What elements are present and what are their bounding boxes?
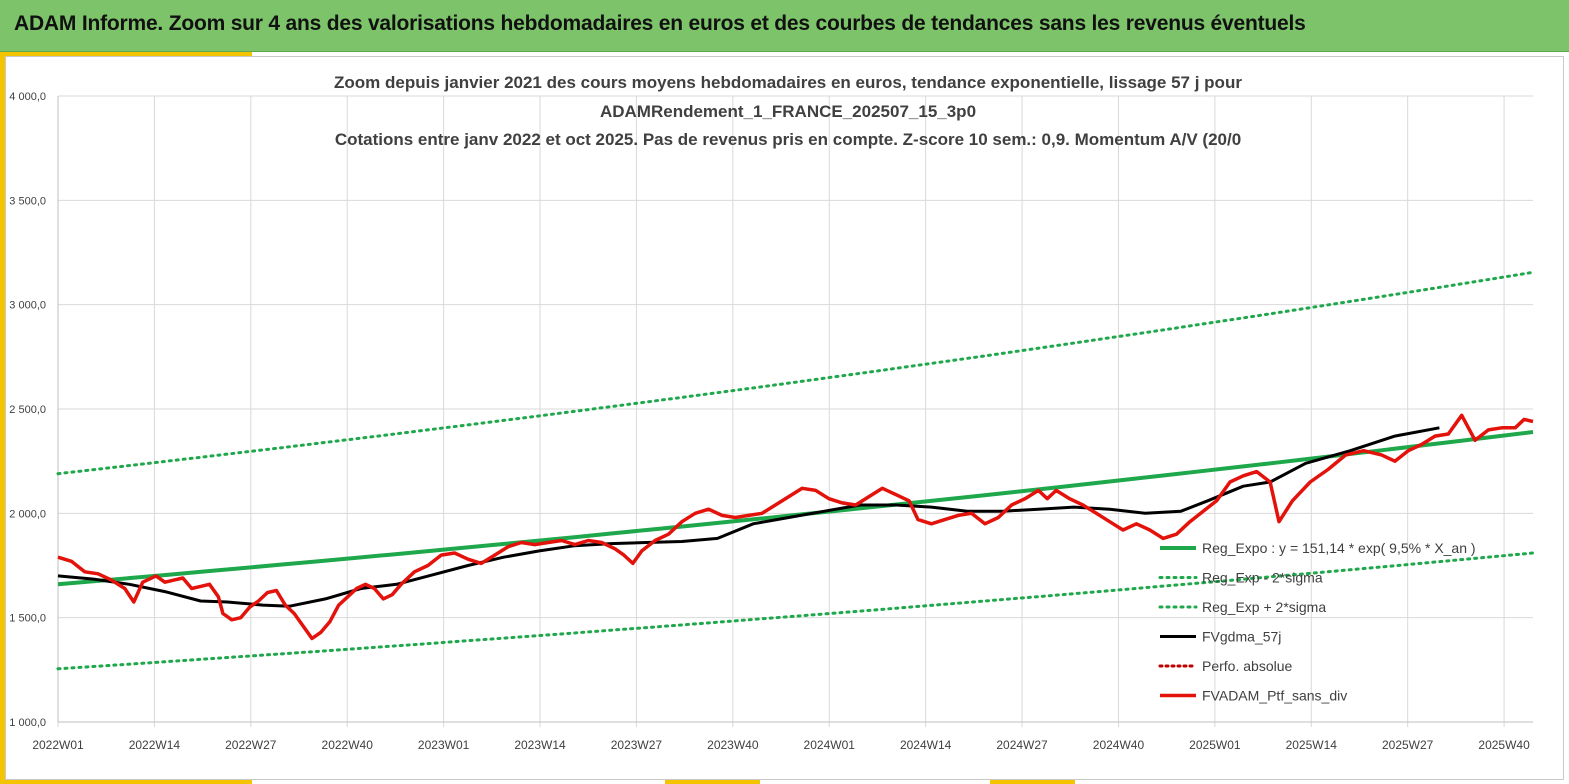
x-tick-label: 2023W40 [707, 738, 759, 752]
x-tick-label: 2025W01 [1189, 738, 1241, 752]
report-title: ADAM Informe. Zoom sur 4 ans des valoris… [14, 12, 1306, 35]
x-tick-label: 2024W14 [900, 738, 952, 752]
accent-bar-top [0, 52, 252, 56]
legend-label: Reg_Exp + 2*sigma [1202, 599, 1326, 615]
chart-title-line-1: Zoom depuis janvier 2021 des cours moyen… [334, 73, 1242, 92]
x-tick-label: 2024W01 [804, 738, 856, 752]
legend-label: Reg_Exp - 2*sigma [1202, 570, 1323, 586]
y-tick-label: 4 000,0 [9, 91, 46, 103]
x-tick-label: 2024W40 [1093, 738, 1145, 752]
chart-title-line-2: ADAMRendement_1_FRANCE_202507_15_3p0 [600, 102, 976, 121]
series [56, 270, 1535, 671]
y-axis: 1 000,0 1 500,0 2 000,0 2 500,0 3 000,0 3 500… [9, 91, 59, 729]
y-tick-label: 1 000,0 [9, 717, 46, 729]
x-tick-label: 2023W27 [611, 738, 663, 752]
gridlines [57, 95, 1533, 727]
series-line-black-solid [57, 426, 1440, 608]
x-axis: 2022W01 2022W14 2022W27 2022W40 2023W01 2023W… [32, 721, 1533, 752]
series-line-trend-dotted [56, 270, 1535, 476]
accent-bar-left [0, 52, 5, 784]
legend-label: Reg_Expo : y = 151,14 * exp( 9,5% * X_an… [1202, 540, 1476, 556]
chart-title: Zoom depuis janvier 2021 des cours moyen… [334, 73, 1242, 149]
legend-label: FVgdma_57j [1202, 629, 1281, 645]
chart-frame [5, 56, 1564, 780]
x-tick-label: 2022W40 [322, 738, 374, 752]
y-tick-label: 3 500,0 [9, 195, 46, 207]
y-tick-label: 2 000,0 [9, 508, 46, 520]
legend: Reg_Expo : y = 151,14 * exp( 9,5% * X_an… [1158, 540, 1476, 704]
x-tick-label: 2022W01 [32, 738, 84, 752]
y-tick-label: 2 500,0 [9, 404, 46, 416]
x-tick-label: 2025W27 [1382, 738, 1434, 752]
series-line-trend-dotted [56, 551, 1535, 671]
chart-title-line-3: Cotations entre janv 2022 et oct 2025. P… [335, 130, 1241, 149]
x-tick-label: 2025W40 [1478, 738, 1530, 752]
legend-label: FVADAM_Ptf_sans_div [1202, 688, 1347, 704]
x-tick-label: 2023W01 [418, 738, 470, 752]
x-tick-label: 2025W14 [1286, 738, 1338, 752]
report-banner: ADAM Informe. Zoom sur 4 ans des valoris… [0, 0, 1569, 52]
x-tick-label: 2022W14 [129, 738, 181, 752]
y-tick-label: 1 500,0 [9, 613, 46, 625]
accent-bar-bottom-left [0, 780, 252, 784]
accent-bar-bottom-right [990, 780, 1075, 784]
x-tick-label: 2024W27 [996, 738, 1048, 752]
legend-label: Perfo. absolue [1202, 658, 1292, 674]
series-line-red-solid [57, 413, 1534, 641]
x-tick-label: 2022W27 [225, 738, 277, 752]
y-tick-label: 3 000,0 [9, 300, 46, 312]
accent-bar-bottom-mid [665, 780, 760, 784]
x-tick-label: 2023W14 [514, 738, 566, 752]
